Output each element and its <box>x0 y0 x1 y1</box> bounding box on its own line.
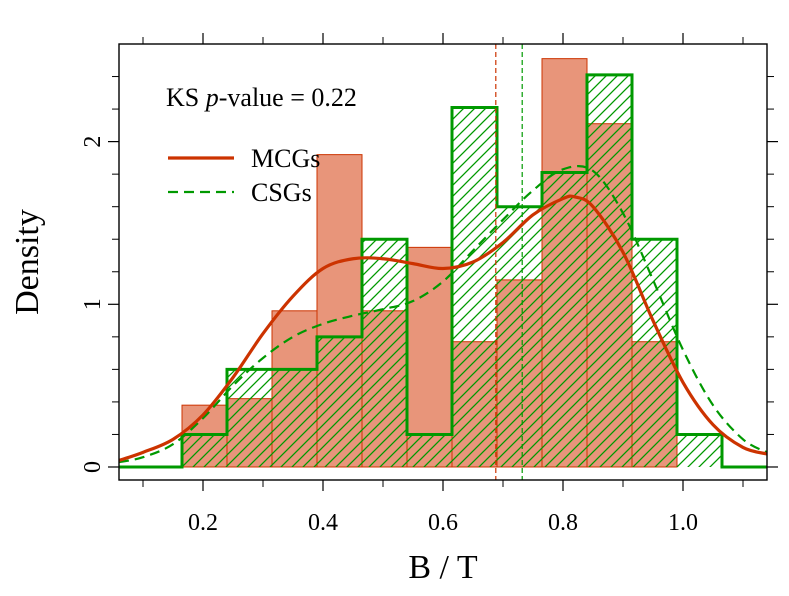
csg-step-outline <box>119 73 767 469</box>
legend: MCGs CSGs <box>168 144 320 207</box>
y-tick-label: 1 <box>80 298 106 310</box>
x-tick-label: 0.6 <box>428 510 458 536</box>
x-axis-label: B / T <box>408 549 478 586</box>
ks-suffix: -value = 0.22 <box>219 83 357 112</box>
axes: 0.2 0.4 0.6 0.8 1.0 0 1 2 <box>80 33 778 536</box>
x-tick-label: 1.0 <box>668 510 698 536</box>
ks-prefix: KS <box>166 83 206 112</box>
ks-annotation: KS p-value = 0.22 <box>166 83 357 112</box>
mcg-kde-curve <box>119 194 767 462</box>
x-tick-label: 0.8 <box>548 510 578 536</box>
x-tick-label: 0.4 <box>308 510 338 536</box>
csg-bar-hatch <box>182 434 227 467</box>
legend-label-csg: CSGs <box>251 178 312 207</box>
csg-kde-curve <box>119 165 767 464</box>
y-tick-label: 0 <box>80 461 106 473</box>
csg-bar-hatch <box>407 434 452 467</box>
x-tick-label: 0.2 <box>188 510 218 536</box>
csg-bar-hatch <box>362 239 407 467</box>
csg-bar-hatch <box>542 172 587 467</box>
csg-bar-hatch <box>272 369 317 467</box>
csg-bar-hatch <box>587 74 632 467</box>
median-lines <box>495 44 523 480</box>
mcg-bar <box>406 246 453 468</box>
csg-bar-hatch <box>497 206 542 467</box>
csg-histogram-outline <box>119 73 767 469</box>
kde-curves <box>119 165 767 464</box>
y-axis-label: Density <box>9 209 46 315</box>
ks-p-italic: p <box>204 83 219 112</box>
csg-bar-hatch <box>452 107 497 467</box>
csg-bar-hatch <box>677 434 722 467</box>
legend-label-mcg: MCGs <box>251 144 320 173</box>
y-tick-label: 2 <box>80 136 106 148</box>
csg-bar-hatch <box>317 336 362 467</box>
csg-bar-hatch <box>227 369 272 467</box>
csg-bar-hatch <box>632 239 677 467</box>
csg-histogram-hatch <box>182 74 722 467</box>
